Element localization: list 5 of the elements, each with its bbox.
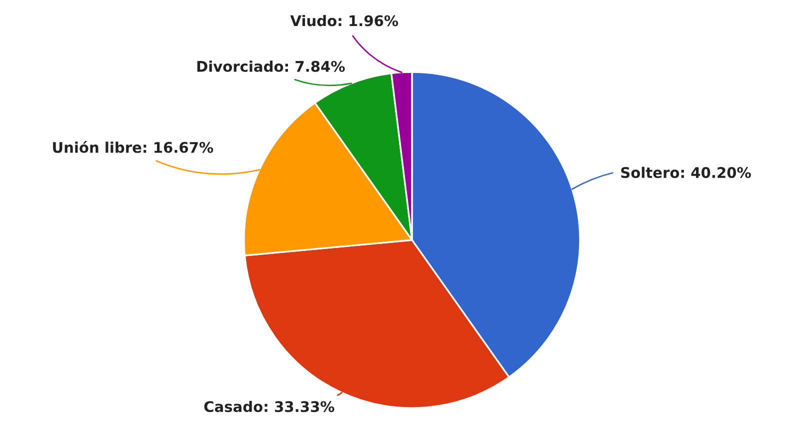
slice-label: Casado: 33.33% — [204, 400, 334, 412]
slice-label: Unión libre: 16.67% — [53, 141, 214, 153]
slice-label: Divorciado: 7.84% — [197, 60, 345, 72]
slice-label: Viudo: 1.96% — [290, 14, 398, 26]
slice-label: Soltero: 40.20% — [621, 166, 751, 178]
